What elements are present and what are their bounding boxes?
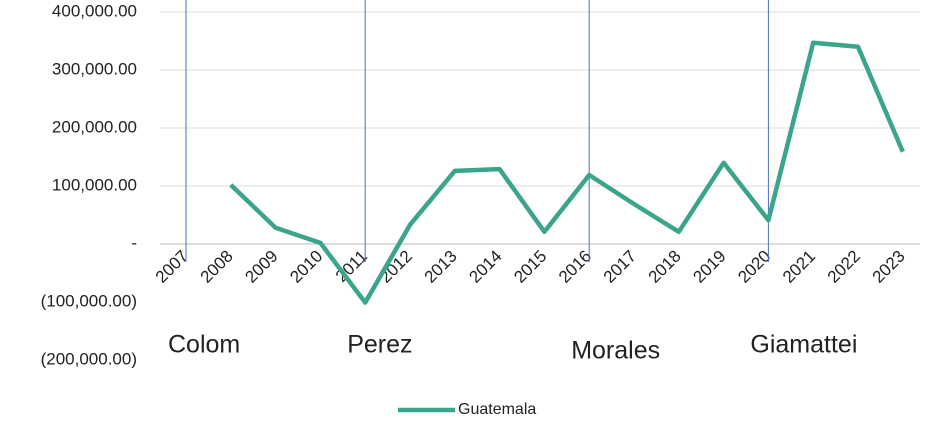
x-tick-label: 2019 [689,247,729,287]
y-tick-label: 200,000.00 [52,117,137,136]
annotation: Morales [571,337,660,365]
x-tick-label: 2021 [779,247,819,287]
x-tick-label: 2023 [869,247,909,287]
x-tick-label: 2013 [421,247,461,287]
x-tick-label: 2009 [241,247,281,287]
x-tick-label: 2018 [645,247,685,287]
x-tick-label: 2015 [510,247,550,287]
y-tick-label: 400,000.00 [52,1,137,20]
y-tick-label: (100,000.00) [41,291,137,310]
annotation: Colom [168,331,240,359]
x-tick-label: 2022 [824,247,864,287]
x-tick-label: 2008 [197,247,237,287]
y-tick-label: 100,000.00 [52,175,137,194]
legend-label: Guatemala [458,401,536,418]
series-line [229,40,905,305]
annotation: Perez [347,331,412,359]
y-tick-label: (200,000.00) [41,349,137,368]
x-tick-label: 2010 [286,247,326,287]
x-tick-label: 2014 [465,247,505,287]
y-tick-label: 300,000.00 [52,59,137,78]
x-tick-label: 2017 [600,247,640,287]
y-tick-label: - [131,233,137,252]
annotation: Giamattei [750,331,857,359]
